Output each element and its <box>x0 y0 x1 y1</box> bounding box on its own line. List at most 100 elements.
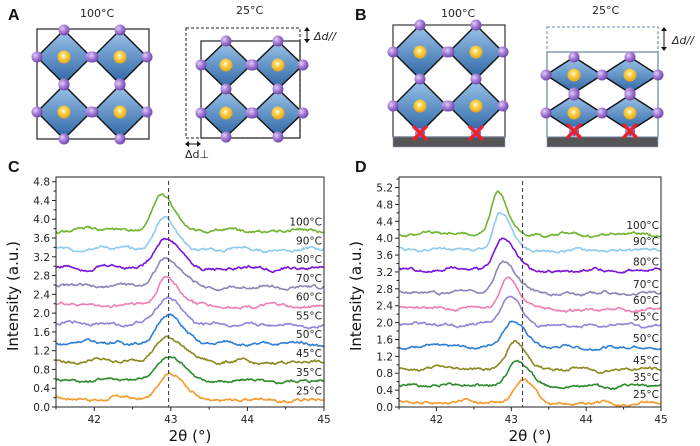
series-label: 70°C <box>633 279 659 291</box>
panel-d: D 42 43 44 45 0.0 0.4 0.8 1.2 1.6 2.0 2.4 2.8 3.2 3.6… <box>347 159 668 445</box>
anion-atom <box>114 24 126 36</box>
cation-atom <box>413 99 427 113</box>
unit-cell-frame <box>36 28 150 140</box>
series-label: 80°C <box>633 256 659 268</box>
delta-parallel-label-a: Δd// <box>313 30 337 43</box>
series-line <box>398 211 662 254</box>
anion-atom <box>652 107 664 119</box>
lattice-b-25c <box>540 26 664 148</box>
y-tick-label: 2.4 <box>33 289 50 301</box>
series-label: 45°C <box>633 355 659 367</box>
anion-atom <box>596 107 608 119</box>
series-label: 55°C <box>633 311 659 323</box>
y-tick-label: 4.8 <box>33 177 50 189</box>
anion-atom <box>31 106 43 118</box>
series-line <box>398 237 662 274</box>
anion-atom <box>87 106 99 118</box>
cation-atom <box>113 105 127 119</box>
anion-atom <box>297 107 309 119</box>
series-line <box>55 275 325 310</box>
anion-atom <box>58 133 70 145</box>
anion-atom <box>297 59 309 71</box>
series-label: 100°C <box>289 217 322 229</box>
anion-atom <box>58 79 70 91</box>
cation-atom <box>623 68 637 82</box>
anion-atom <box>220 35 232 47</box>
series-line <box>55 356 325 385</box>
series-line <box>55 313 325 348</box>
delta-parallel-label-b: Δd// <box>671 34 695 47</box>
lattice-a-100c <box>31 24 153 145</box>
cation-atom <box>113 50 127 64</box>
series-label: 55°C <box>296 310 322 322</box>
y-tick-label: 0.4 <box>376 385 393 397</box>
delta-perp-marker-a <box>185 141 201 147</box>
cation-atom <box>271 106 285 120</box>
y-tick-label: 0.0 <box>33 402 50 414</box>
lattice-b-100c <box>387 19 509 148</box>
x-axis-label: 2θ (°) <box>169 427 212 445</box>
series-line <box>55 256 325 292</box>
anion-atom <box>247 107 259 119</box>
anion-atom <box>220 131 232 143</box>
anion-atom <box>624 51 636 63</box>
series-label: 25°C <box>633 389 659 401</box>
cation-atom <box>567 106 581 120</box>
y-tick-label: 2.8 <box>33 271 50 283</box>
series-label: 35°C <box>296 367 322 379</box>
panel-letter-d: D <box>355 159 367 176</box>
y-tick-label: 0.8 <box>376 368 393 380</box>
x-tick-label: 42 <box>430 414 443 426</box>
reference-cell-frame <box>546 26 659 53</box>
series-line <box>398 378 662 408</box>
series-label: 25°C <box>296 386 322 398</box>
y-tick-label: 3.2 <box>33 252 50 264</box>
anion-atom <box>470 19 482 31</box>
delta-perp-label-a: Δd⊥ <box>185 148 209 161</box>
y-tick-label: 0.0 <box>376 402 393 414</box>
anion-atom <box>220 83 232 95</box>
cation-atom <box>57 50 71 64</box>
anion-atom <box>443 46 455 58</box>
y-tick-label: 3.6 <box>376 250 393 262</box>
series-label: 60°C <box>633 295 659 307</box>
x-tick-label: 44 <box>241 414 255 426</box>
x-tick-label: 44 <box>579 414 593 426</box>
anion-atom <box>414 73 426 85</box>
cation-atom <box>271 58 285 72</box>
panel-b: B 100°C 25°C Δd// <box>355 4 695 148</box>
anion-atom <box>443 100 455 112</box>
series-line <box>398 260 662 297</box>
y-tick-label: 2.8 <box>376 284 393 296</box>
lattice-a-25c <box>185 27 309 143</box>
anion-atom <box>387 100 399 112</box>
series-label: 35°C <box>633 372 659 384</box>
y-tick-label: 0.8 <box>33 364 50 376</box>
substrate <box>546 136 659 148</box>
caption-b-100c: 100°C <box>441 7 475 20</box>
series-line <box>398 190 662 239</box>
y-tick-label: 1.6 <box>376 334 393 346</box>
panel-letter-c: C <box>8 159 20 176</box>
x-tick-label: 42 <box>88 414 101 426</box>
pin-mark-icon <box>622 123 638 139</box>
x-tick-label: 45 <box>654 414 667 426</box>
y-tick-label: 3.6 <box>33 233 50 245</box>
x-tick-label: 45 <box>317 414 330 426</box>
anion-atom <box>114 79 126 91</box>
anion-atom <box>272 131 284 143</box>
y-tick-label: 5.2 <box>376 183 393 195</box>
cation-atom <box>219 58 233 72</box>
panel-letter-b: B <box>355 7 367 24</box>
anion-atom <box>540 107 552 119</box>
y-tick-label: 1.2 <box>376 351 393 363</box>
anion-atom <box>414 19 426 31</box>
series-label: 90°C <box>296 235 322 247</box>
y-tick-label: 4.8 <box>376 199 393 211</box>
pin-mark-icon <box>468 125 484 141</box>
plot-frame <box>398 176 662 408</box>
x-axis-label: 2θ (°) <box>509 427 552 445</box>
substrate <box>392 136 506 148</box>
anion-atom <box>497 100 509 112</box>
